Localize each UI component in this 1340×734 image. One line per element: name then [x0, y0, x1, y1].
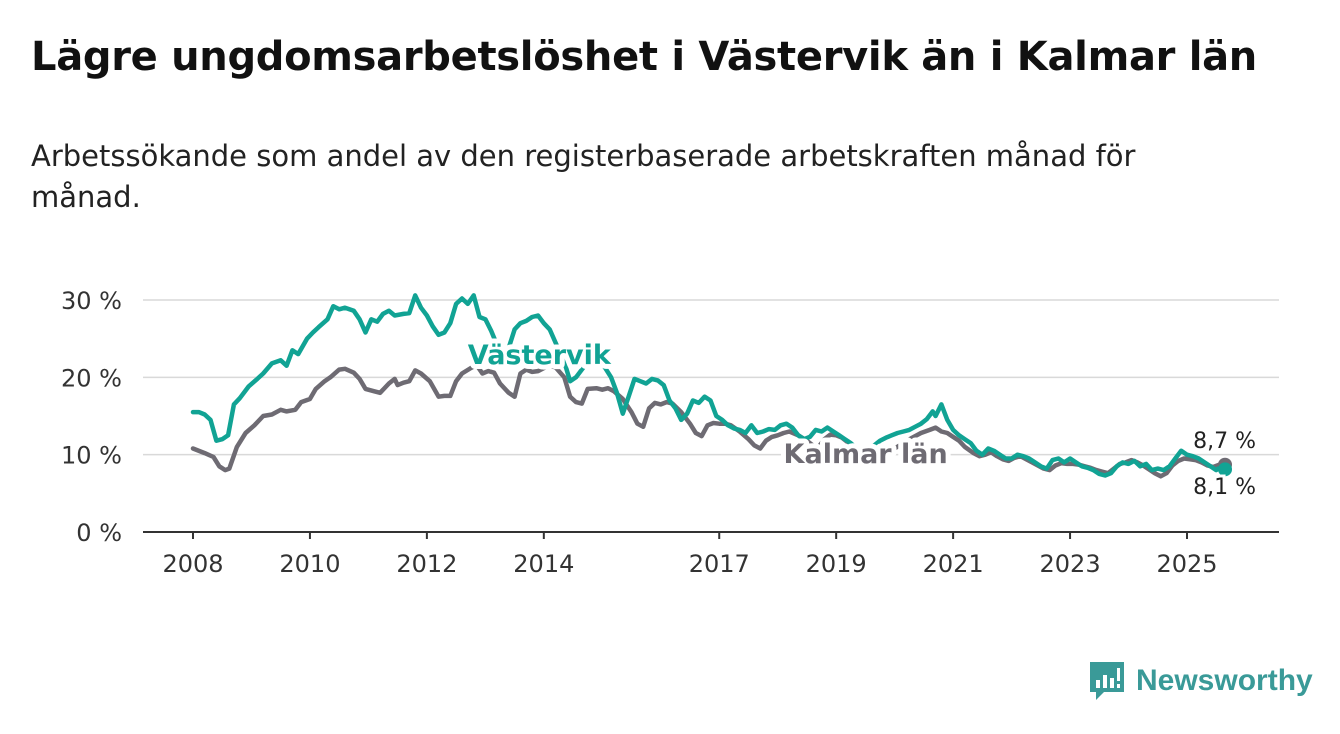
x-tick-label: 2023 — [1040, 550, 1101, 578]
y-tick-label: 30 % — [61, 287, 122, 315]
x-tick-label: 2021 — [923, 550, 984, 578]
chart-title: Lägre ungdomsarbetslöshet i Västervik än… — [31, 34, 1257, 80]
series-label-kalmar-l-n: Kalmar län — [784, 439, 948, 470]
x-tick-label: 2019 — [806, 550, 867, 578]
y-tick-label: 20 % — [61, 364, 122, 392]
newsworthy-brand: Newsworthy — [1088, 660, 1313, 702]
y-tick-label: 10 % — [61, 442, 122, 470]
x-tick-label: 2010 — [279, 550, 340, 578]
label-layer: Kalmar län Västervik 8,7 % 8,1 % — [463, 335, 1259, 503]
x-tick-label: 2017 — [689, 550, 750, 578]
x-tick-label: 2012 — [396, 550, 457, 578]
series-label-v-stervik: Västervik — [468, 340, 612, 371]
end-label-kalmar-l-n: 8,7 % — [1193, 429, 1256, 454]
x-tick-label: 2025 — [1156, 550, 1217, 578]
series-layer — [190, 293, 1233, 479]
end-point-v-stervik — [1218, 462, 1233, 477]
newsworthy-logo-icon — [1090, 662, 1124, 700]
grid-layer — [143, 299, 1279, 456]
x-tick-label: 2008 — [162, 550, 223, 578]
y-tick-label: 0 % — [76, 519, 122, 547]
axis-layer: 0 % 10 % 20 % 30 % 2008 2010 2012 2014 2017 2019 2… — [61, 287, 1279, 578]
series-line-v-stervik — [190, 293, 1228, 478]
x-tick-label: 2014 — [513, 550, 574, 578]
chart-subtitle: Arbetssökande som andel av den registerb… — [31, 139, 1136, 214]
brand-name: Newsworthy — [1136, 664, 1313, 697]
end-label-v-stervik: 8,1 % — [1193, 475, 1256, 500]
